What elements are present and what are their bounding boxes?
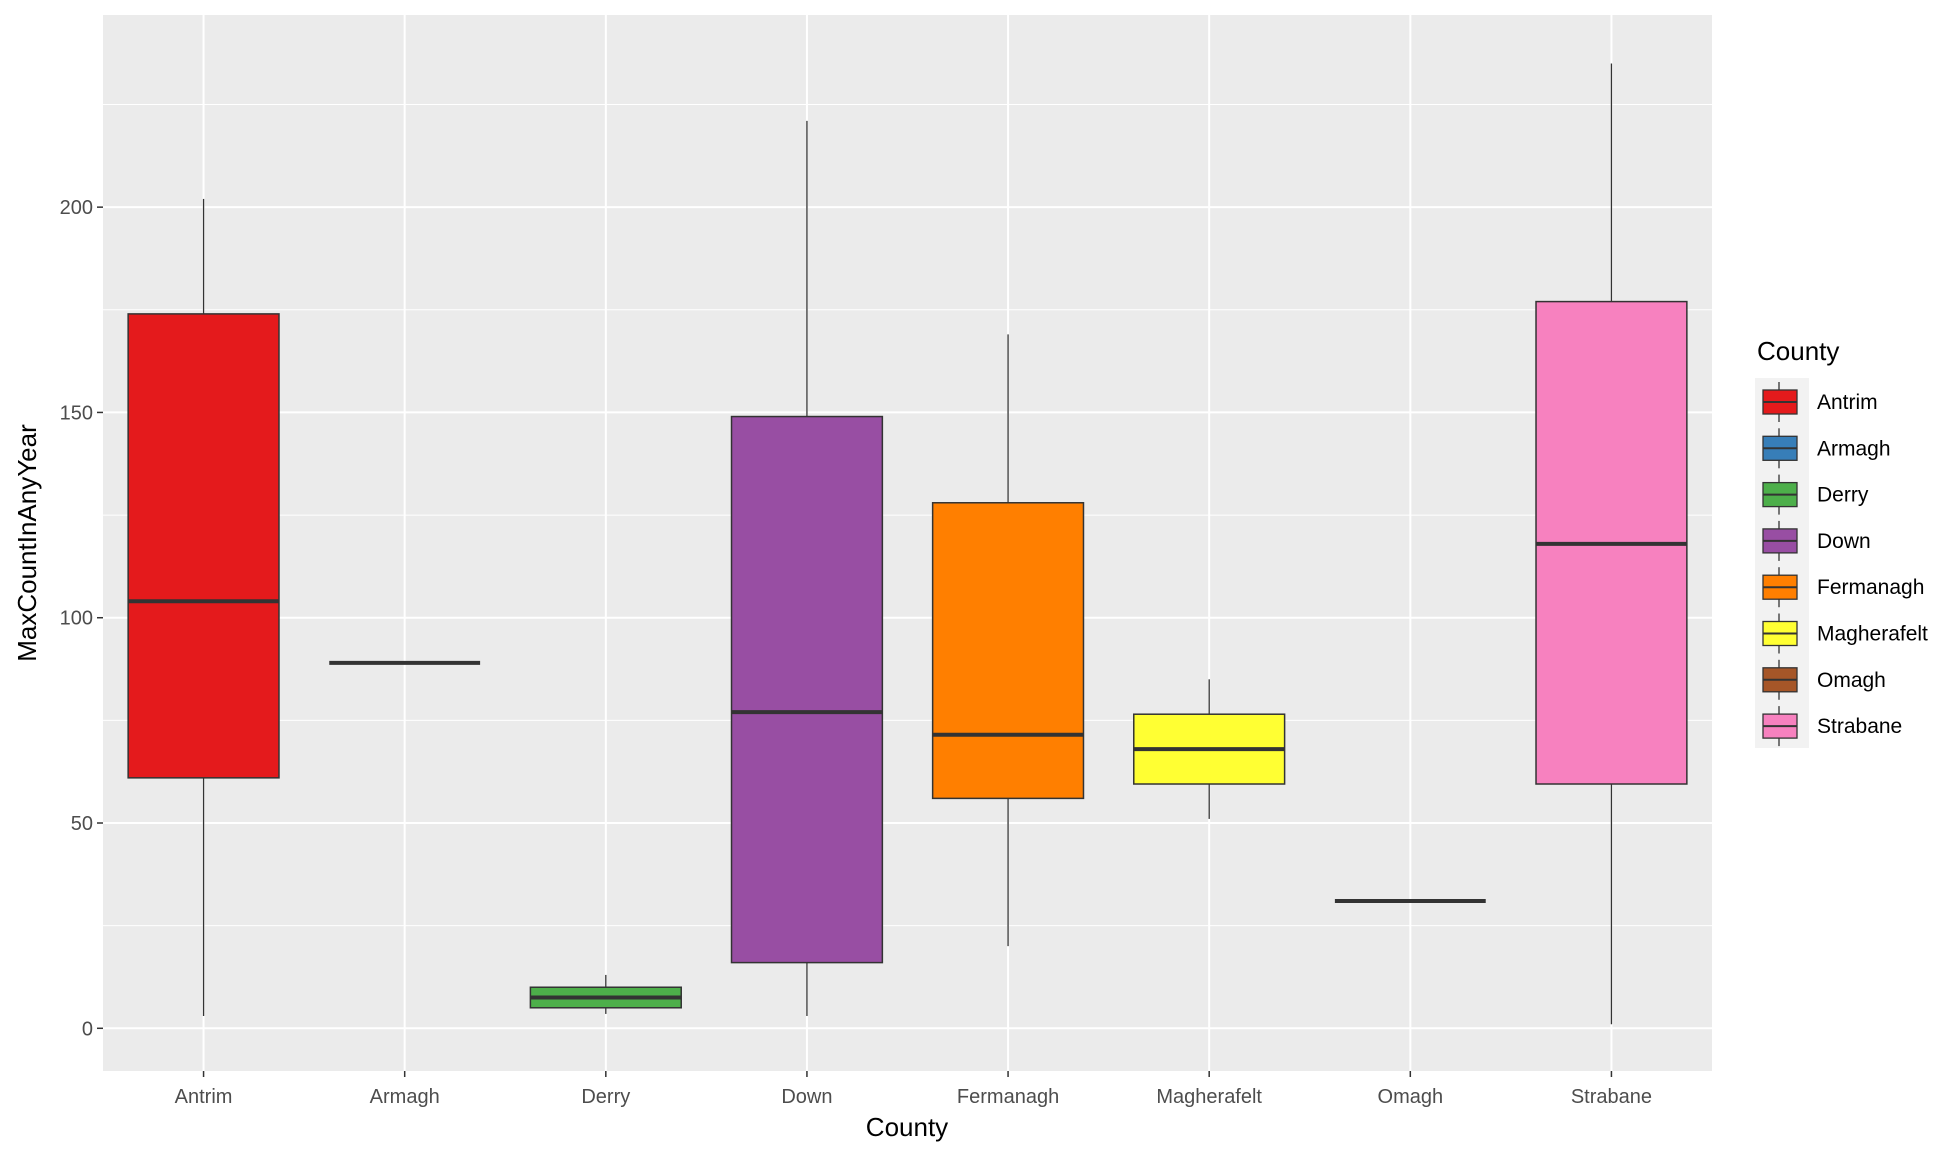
x-tick-label: Down	[781, 1086, 832, 1108]
box-derry	[529, 974, 682, 1014]
box-down	[730, 120, 884, 1016]
box-body	[931, 502, 1085, 800]
legend-label: Down	[1817, 530, 1871, 553]
x-tick-label: Strabane	[1571, 1086, 1652, 1108]
legend-item-omagh: Omagh	[1762, 659, 1886, 700]
y-axis-label: MaxCountInAnyYear	[12, 424, 42, 662]
legend-item-antrim: Antrim	[1762, 382, 1878, 422]
legend-item-magherafelt: Magherafelt	[1762, 613, 1928, 654]
box-body	[730, 415, 884, 964]
x-tick-label: Omagh	[1378, 1086, 1444, 1108]
legend-item-fermanagh: Fermanagh	[1762, 567, 1924, 608]
y-tick-label: 200	[60, 197, 93, 219]
box-body	[127, 313, 280, 779]
y-axis-ticks: 0 50 100 150 200	[60, 197, 103, 1040]
box-strabane	[1535, 63, 1688, 1025]
legend-label: Derry	[1817, 484, 1869, 507]
x-tick-label: Derry	[581, 1086, 630, 1108]
boxes	[127, 63, 1688, 1025]
legend-title: County	[1757, 336, 1839, 366]
legend-item-down: Down	[1762, 520, 1871, 561]
box-fermanagh	[931, 334, 1085, 947]
legend-label: Fermanagh	[1817, 576, 1924, 599]
legend: County Antrim Armagh Derry Down Fermanagh Mag…	[1755, 336, 1928, 748]
legend-item-strabane: Strabane	[1762, 706, 1902, 747]
box-magherafelt	[1133, 679, 1286, 819]
legend-key-background	[1755, 378, 1809, 748]
y-tick-label: 150	[60, 402, 93, 424]
x-tick-label: Magherafelt	[1156, 1086, 1262, 1108]
legend-label: Strabane	[1817, 715, 1902, 738]
legend-label: Antrim	[1817, 391, 1878, 414]
x-tick-label: Fermanagh	[957, 1086, 1059, 1108]
x-tick-label: Armagh	[370, 1086, 440, 1108]
legend-label: Omagh	[1817, 669, 1886, 692]
legend-item-armagh: Armagh	[1762, 428, 1891, 469]
box-antrim	[127, 198, 280, 1016]
legend-label: Armagh	[1817, 437, 1891, 460]
x-tick-label: Antrim	[175, 1086, 233, 1108]
legend-label: Magherafelt	[1817, 623, 1928, 646]
x-axis-ticks: Antrim Armagh Derry Down Fermanagh Magherafel…	[175, 1071, 1652, 1108]
plot-panel	[103, 15, 1712, 1071]
y-tick-label: 0	[82, 1018, 93, 1040]
x-axis-label: County	[866, 1112, 948, 1142]
legend-item-derry: Derry	[1762, 474, 1869, 515]
y-tick-label: 100	[60, 608, 93, 630]
y-tick-label: 50	[71, 813, 93, 835]
